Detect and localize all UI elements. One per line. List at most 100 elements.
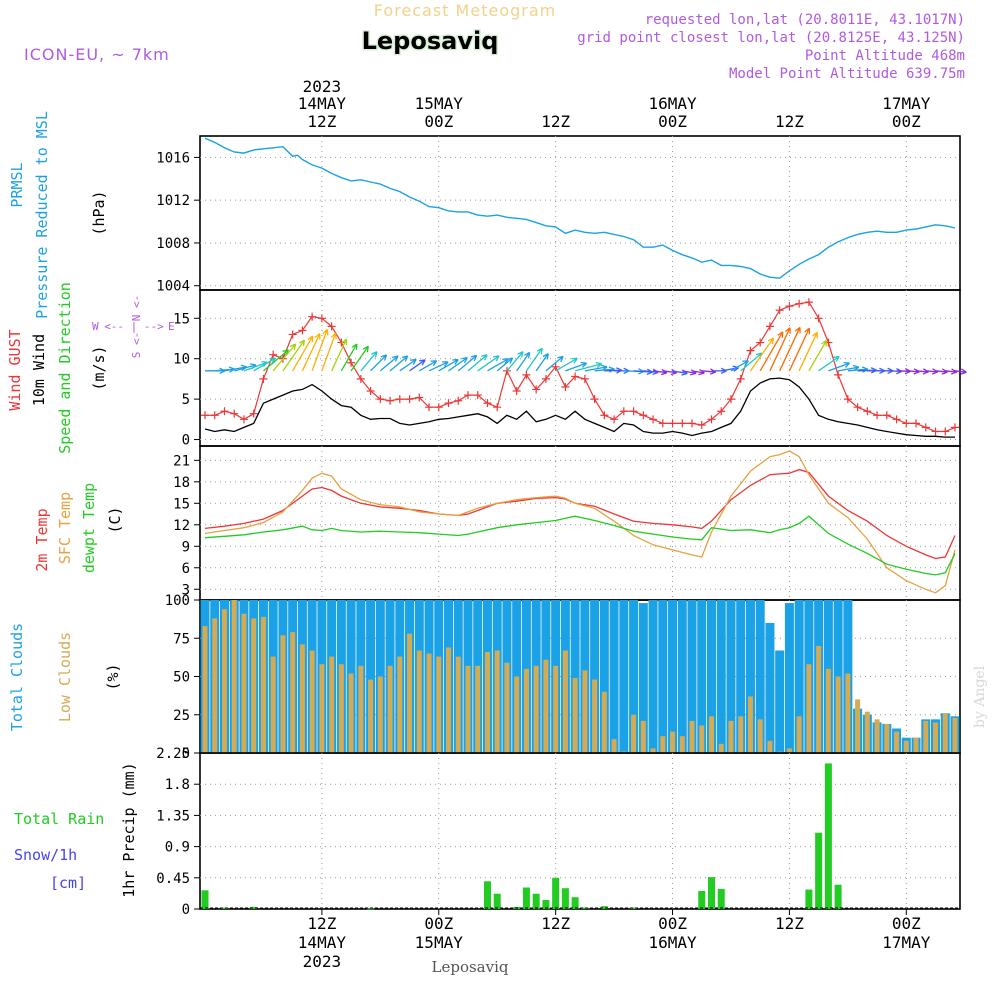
- rain-bar: [834, 884, 842, 909]
- wind-arrow-head: [595, 361, 603, 369]
- wind-arrow-head: [470, 354, 478, 362]
- gust-marker: [356, 374, 365, 383]
- low-cloud-bar: [572, 678, 578, 753]
- info-model-altitude: Model Point Altitude 639.75m: [729, 66, 965, 82]
- wind-arrow: [584, 366, 608, 372]
- low-cloud-bar: [747, 696, 753, 753]
- wind-arrow-head: [289, 343, 297, 350]
- wind-arrow-head: [557, 355, 564, 363]
- low-cloud-bar: [562, 650, 568, 753]
- rain-bar: [483, 881, 491, 909]
- gust-marker: [551, 362, 560, 371]
- wind-arrow-head: [322, 329, 329, 336]
- low-cloud-bar: [319, 664, 325, 753]
- low-cloud-bar: [397, 656, 403, 753]
- low-cloud-bar: [708, 716, 714, 753]
- gust-marker: [912, 419, 921, 428]
- low-cloud-bar: [426, 653, 432, 753]
- gust-marker: [726, 395, 735, 404]
- gust-marker: [434, 403, 443, 412]
- wind-arrow-head: [461, 356, 468, 364]
- gust-marker: [882, 411, 891, 420]
- wind-arrow: [506, 351, 524, 372]
- low-cloud-bar: [446, 647, 452, 753]
- rain-bar: [717, 888, 725, 909]
- total-cloud-bar: [677, 600, 687, 753]
- wind-arrow-head: [571, 357, 578, 364]
- rain-bar: [367, 908, 375, 910]
- low-cloud-bar: [202, 626, 208, 753]
- rain-bar: [542, 899, 550, 909]
- wind-arrow: [272, 343, 297, 372]
- gust-marker: [834, 370, 843, 379]
- gust-marker: [376, 395, 385, 404]
- total-cloud-bar: [590, 600, 600, 753]
- gust-marker: [395, 395, 404, 404]
- low-cloud-bar: [280, 635, 286, 753]
- wind-arrow: [467, 354, 488, 372]
- bottom-axis-label: 00Z: [658, 914, 687, 933]
- compass-north: N <-: [130, 295, 143, 322]
- gust-marker: [337, 338, 346, 347]
- total-cloud-bar: [366, 600, 376, 753]
- wind-arrow: [409, 359, 426, 372]
- wind-arrow: [906, 370, 920, 373]
- compass-east: E: [168, 320, 175, 333]
- wind-arrow: [234, 364, 257, 372]
- low-cloud-bar: [329, 656, 335, 753]
- wind-arrow: [428, 361, 449, 372]
- compass-west: W: [92, 320, 99, 333]
- low-cloud-bar: [592, 679, 598, 753]
- low-cloud-bar: [465, 665, 471, 753]
- wind-arrow: [418, 360, 437, 372]
- total-cloud-bar: [784, 603, 794, 753]
- y-tick-label: 1016: [156, 150, 190, 166]
- low-cloud-bar: [728, 720, 734, 753]
- wind-arrow-head: [524, 351, 531, 359]
- total-cloud-bar: [706, 600, 716, 753]
- y-tick-label: 12: [173, 518, 190, 534]
- low-cloud-bar: [699, 725, 705, 753]
- wind-arrow: [379, 355, 399, 372]
- low-cloud-bar: [923, 720, 929, 753]
- top-axis-label: 12Z: [541, 112, 570, 131]
- wind-arrow-head: [481, 354, 488, 361]
- y-tick-label: 3: [182, 582, 190, 598]
- gust-marker: [444, 399, 453, 408]
- wind-arrow: [516, 352, 531, 372]
- low-cloud-bar: [884, 723, 890, 753]
- low-cloud-bar: [494, 650, 500, 753]
- gust-marker: [386, 396, 395, 405]
- gust-marker: [668, 419, 677, 428]
- wind-arrow: [487, 358, 509, 372]
- gust-marker: [756, 338, 765, 347]
- gust-marker: [502, 366, 511, 375]
- wind-arrow: [847, 368, 868, 372]
- wind-arrow: [574, 363, 602, 372]
- wind-arrow: [496, 357, 513, 372]
- wind-line: [204, 377, 955, 438]
- low-cloud-bar: [260, 616, 266, 753]
- wind-arrow-head: [517, 351, 524, 358]
- low-cloud-bar: [952, 717, 958, 753]
- dewpoint-line: [204, 515, 956, 576]
- watermark: by Angel: [972, 665, 988, 728]
- total-cloud-bar: [697, 600, 707, 753]
- bottom-axis-label: 00Z: [892, 914, 921, 933]
- gust-marker: [804, 298, 813, 307]
- low-cloud-bar: [933, 722, 939, 753]
- wind-arrow: [321, 333, 337, 372]
- wind-arrow: [263, 349, 289, 372]
- low-cloud-bar: [416, 650, 422, 753]
- low-cloud-bar: [806, 664, 812, 753]
- rain-label: Total Rain: [14, 810, 104, 828]
- low-cloud-bar: [358, 665, 364, 753]
- wind-arrow-head: [794, 326, 801, 334]
- low-cloud-bar: [650, 748, 656, 753]
- low-cloud-bar: [611, 739, 617, 753]
- gust-marker: [736, 374, 745, 383]
- y-tick-label: 100: [165, 593, 190, 609]
- panel-frame: [199, 445, 961, 601]
- y-tick-label: 5: [182, 392, 190, 408]
